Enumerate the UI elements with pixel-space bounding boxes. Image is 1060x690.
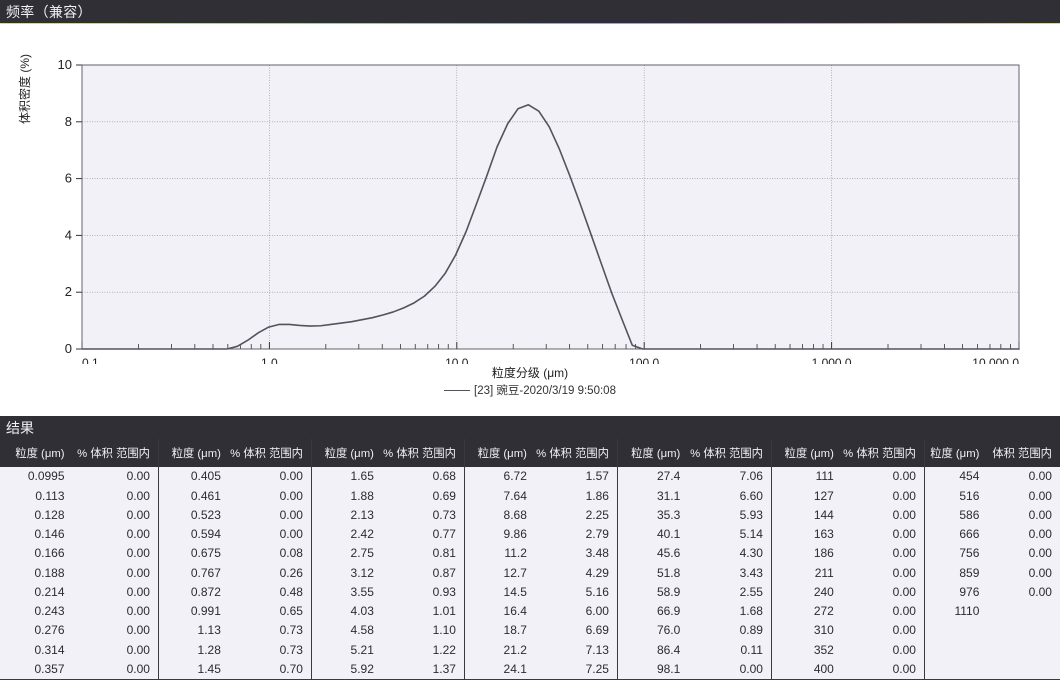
svg-text:1,000.0: 1,000.0	[812, 356, 852, 364]
svg-text:1.0: 1.0	[261, 356, 278, 364]
svg-text:2: 2	[65, 284, 72, 299]
svg-text:10,000.0: 10,000.0	[972, 356, 1019, 364]
svg-text:10.0: 10.0	[445, 356, 469, 364]
svg-text:6: 6	[65, 171, 72, 186]
svg-text:0.1: 0.1	[82, 356, 99, 364]
svg-text:10: 10	[58, 57, 72, 72]
svg-text:4: 4	[65, 227, 72, 242]
svg-text:100.0: 100.0	[629, 356, 659, 364]
svg-text:0: 0	[65, 341, 72, 356]
svg-text:8: 8	[65, 114, 72, 129]
